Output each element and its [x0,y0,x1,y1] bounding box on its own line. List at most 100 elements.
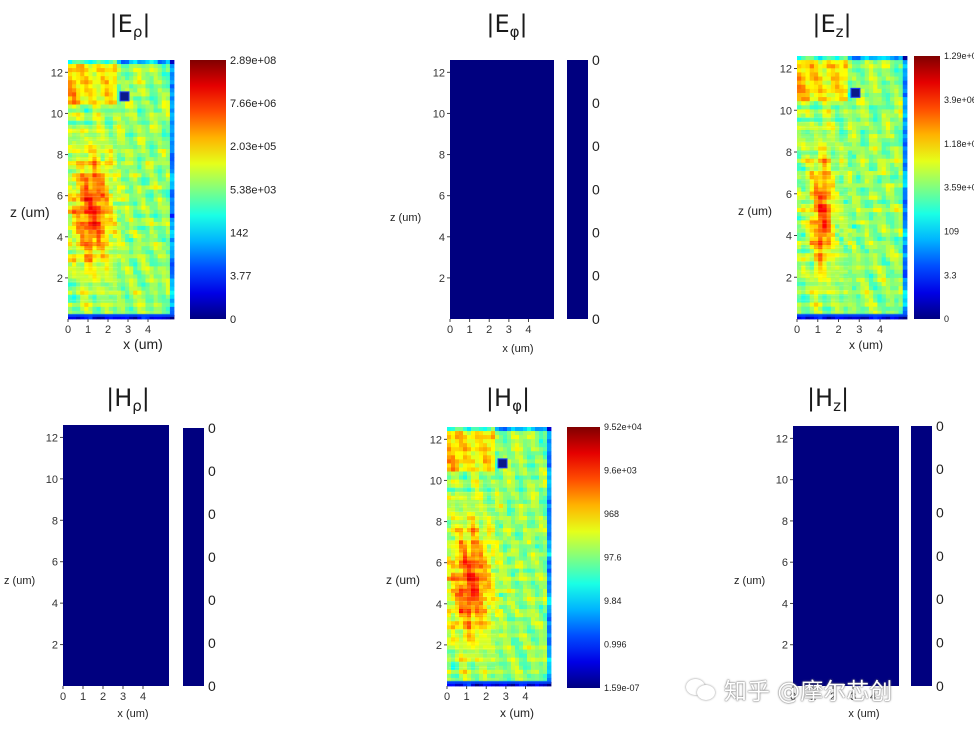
x-axis-label: x (um) [848,708,879,720]
y-tick-label: 12 [51,67,63,79]
x-tick-label: 3 [850,691,856,703]
y-tick-label: 10 [430,475,442,487]
colorbar-label: 0 [208,678,216,694]
y-tick-label: 12 [46,432,58,444]
y-tick-label: 10 [51,108,63,120]
y-tick-label: 12 [780,64,792,76]
y-tick-label: 6 [436,558,442,570]
y-tick-label: 12 [433,67,445,79]
panel-title: |Eρ| [110,10,151,41]
x-tick-label: 0 [794,324,800,336]
x-axis-label: x (um) [117,708,148,720]
colorbar-label: 0 [936,461,944,477]
x-tick-label: 4 [525,324,531,336]
colorbar-label: 0 [944,314,949,324]
colorbar-label: 1.29e+08 [944,51,974,61]
y-tick-label: 2 [52,640,58,652]
x-tick-label: 2 [830,691,836,703]
y-tick-label: 8 [786,147,792,159]
x-tick-label: 2 [483,691,489,703]
x-axis-label: x (um) [500,706,534,720]
y-tick-label: 12 [776,433,788,445]
field-map [447,427,552,687]
colorbar-label: 0 [592,95,600,111]
x-axis-label: x (um) [502,343,533,355]
y-tick-label: 8 [52,515,58,527]
colorbar-label: 0 [936,505,944,521]
y-tick-label: 4 [57,232,63,244]
colorbar-label: 1.18e+05 [944,139,974,149]
x-tick-label: 0 [65,324,71,336]
x-tick-label: 1 [810,691,816,703]
y-tick-label: 2 [786,272,792,284]
panel-title: |Hz| [807,384,849,415]
panel-title: |Ez| [812,10,851,41]
x-tick-label: 2 [486,324,492,336]
y-tick-label: 4 [436,599,442,611]
panel-title-main: H [494,384,512,412]
x-tick-label: 3 [503,691,509,703]
colorbar-label: 0 [208,592,216,608]
panel-title-sub: ρ [133,23,143,41]
colorbar-label: 0 [208,506,216,522]
colorbar-label: 2.03e+05 [230,141,276,153]
y-tick-label: 8 [439,150,445,162]
panel-title-sub: z [833,397,841,415]
y-tick-label: 2 [436,640,442,652]
panel-title-sub: z [836,23,844,41]
colorbar [183,428,204,686]
x-tick-label: 1 [815,324,821,336]
field-map [63,425,169,686]
y-tick-label: 6 [52,557,58,569]
y-axis-label: z (um) [4,575,35,587]
y-tick-label: 8 [782,516,788,528]
colorbar-label: 1.59e-07 [604,683,640,693]
y-tick-label: 6 [782,557,788,569]
y-tick-label: 6 [57,191,63,203]
watermark: 知乎 @摩尔芯创 [686,672,892,706]
x-tick-label: 1 [464,691,470,703]
colorbar-label: 9.52e+04 [604,422,642,432]
x-tick-label: 3 [120,691,126,703]
x-tick-label: 3 [856,324,862,336]
y-tick-label: 4 [786,231,792,243]
x-tick-label: 1 [467,324,473,336]
x-tick-label: 2 [835,324,841,336]
panel-title: |Hρ| [106,384,150,415]
y-tick-label: 2 [57,273,63,285]
field-map [68,60,175,320]
colorbar [567,427,600,688]
y-tick-label: 12 [430,434,442,446]
x-tick-label: 4 [877,324,883,336]
x-tick-label: 1 [85,324,91,336]
colorbar-label: 97.6 [604,553,622,563]
y-tick-label: 8 [57,150,63,162]
field-map [793,426,899,686]
x-tick-label: 0 [60,691,66,703]
y-tick-label: 4 [439,232,445,244]
panel-title: |Eφ| [486,10,527,41]
panel-title: |Hφ| [486,384,530,415]
x-tick-label: 1 [80,691,86,703]
colorbar-label: 0 [208,463,216,479]
panel-title-main: E [118,10,133,38]
y-tick-label: 10 [776,475,788,487]
colorbar-label: 0 [592,225,600,241]
colorbar-label: 0 [230,314,236,326]
panel-title-main: H [815,384,833,412]
y-axis-label: z (um) [738,204,772,218]
y-tick-label: 4 [52,598,58,610]
colorbar-label: 0 [208,635,216,651]
y-tick-label: 2 [439,273,445,285]
x-tick-label: 4 [140,691,146,703]
y-tick-label: 6 [439,191,445,203]
y-tick-label: 4 [782,598,788,610]
wechat-bubble-icon [686,677,716,701]
x-tick-label: 4 [145,324,151,336]
y-tick-label: 10 [780,105,792,117]
